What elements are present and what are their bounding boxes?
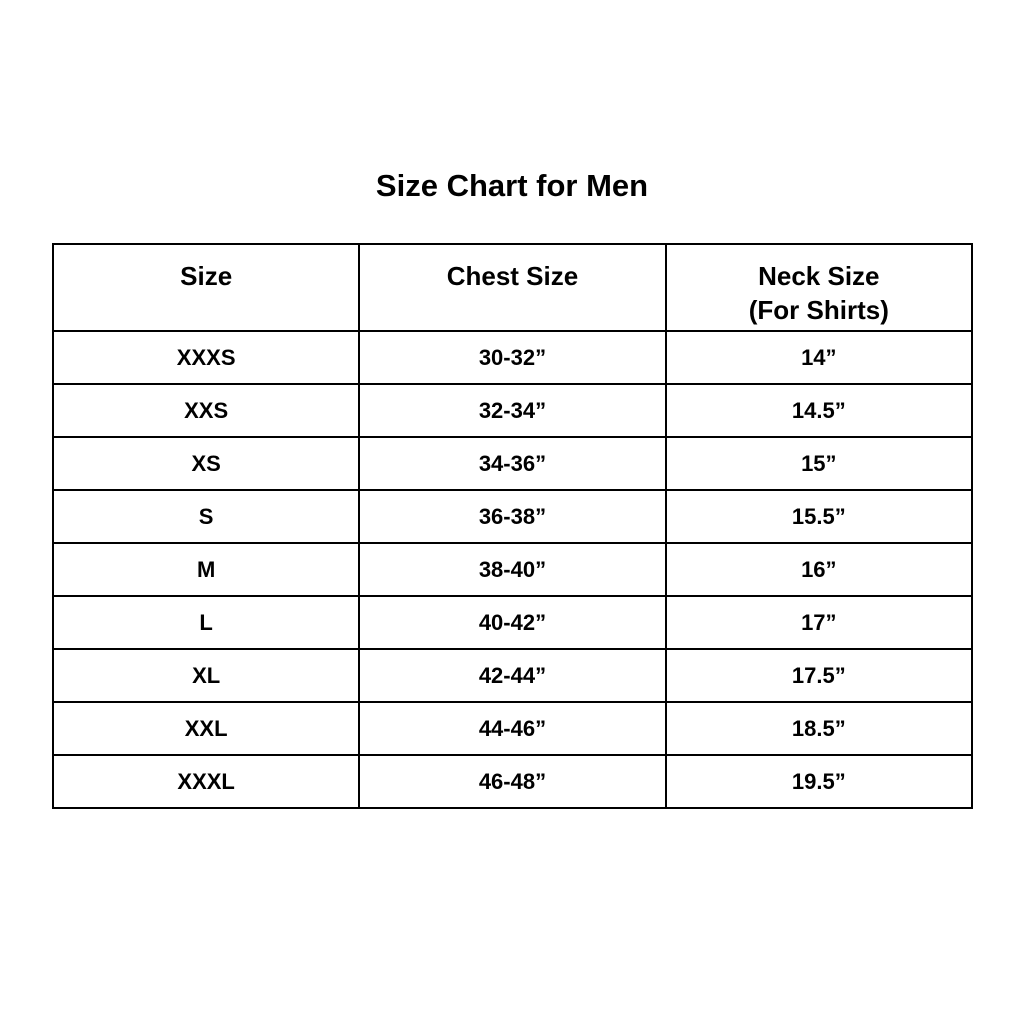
size-cell: S	[51, 489, 361, 544]
header-neck-size-label: Neck Size	[758, 261, 880, 291]
table-row: XXXS 30-32” 14”	[51, 330, 974, 385]
header-neck-size: Neck Size (For Shirts)	[664, 243, 974, 332]
neck-size-cell: 19.5”	[664, 754, 974, 809]
table-header-row: Size Chest Size Neck Size (For Shirts)	[51, 243, 974, 332]
size-cell: XXXL	[51, 754, 361, 809]
page-title: Size Chart for Men	[375, 168, 649, 203]
neck-size-cell: 15”	[664, 436, 974, 491]
chest-size-cell: 34-36”	[358, 436, 667, 491]
size-cell: XXS	[51, 383, 361, 438]
table-row: S 36-38” 15.5”	[51, 489, 974, 544]
table-row: XS 34-36” 15”	[51, 436, 974, 491]
header-neck-size-note: (For Shirts)	[748, 295, 889, 325]
size-cell: M	[51, 542, 361, 597]
chest-size-cell: 30-32”	[358, 330, 667, 385]
table-row: XXL 44-46” 18.5”	[51, 701, 974, 756]
neck-size-cell: 17”	[664, 595, 974, 650]
table-row: XXXL 46-48” 19.5”	[51, 754, 974, 809]
size-cell: XXL	[51, 701, 361, 756]
size-cell: XS	[51, 436, 361, 491]
neck-size-cell: 18.5”	[664, 701, 974, 756]
chest-size-cell: 36-38”	[358, 489, 667, 544]
size-chart-table: Size Chest Size Neck Size (For Shirts) XX…	[51, 243, 974, 809]
chest-size-cell: 40-42”	[358, 595, 667, 650]
header-size: Size	[51, 243, 361, 332]
chest-size-cell: 44-46”	[358, 701, 667, 756]
size-cell: XXXS	[51, 330, 361, 385]
chest-size-cell: 42-44”	[358, 648, 667, 703]
neck-size-cell: 16”	[664, 542, 974, 597]
neck-size-cell: 14.5”	[664, 383, 974, 438]
neck-size-cell: 15.5”	[664, 489, 974, 544]
chest-size-cell: 46-48”	[358, 754, 667, 809]
table-row: XL 42-44” 17.5”	[51, 648, 974, 703]
chest-size-cell: 38-40”	[358, 542, 667, 597]
table-row: XXS 32-34” 14.5”	[51, 383, 974, 438]
neck-size-cell: 14”	[664, 330, 974, 385]
header-chest-size: Chest Size	[358, 243, 667, 332]
size-cell: XL	[51, 648, 361, 703]
neck-size-cell: 17.5”	[664, 648, 974, 703]
table-row: M 38-40” 16”	[51, 542, 974, 597]
table-row: L 40-42” 17”	[51, 595, 974, 650]
chest-size-cell: 32-34”	[358, 383, 667, 438]
size-cell: L	[51, 595, 361, 650]
